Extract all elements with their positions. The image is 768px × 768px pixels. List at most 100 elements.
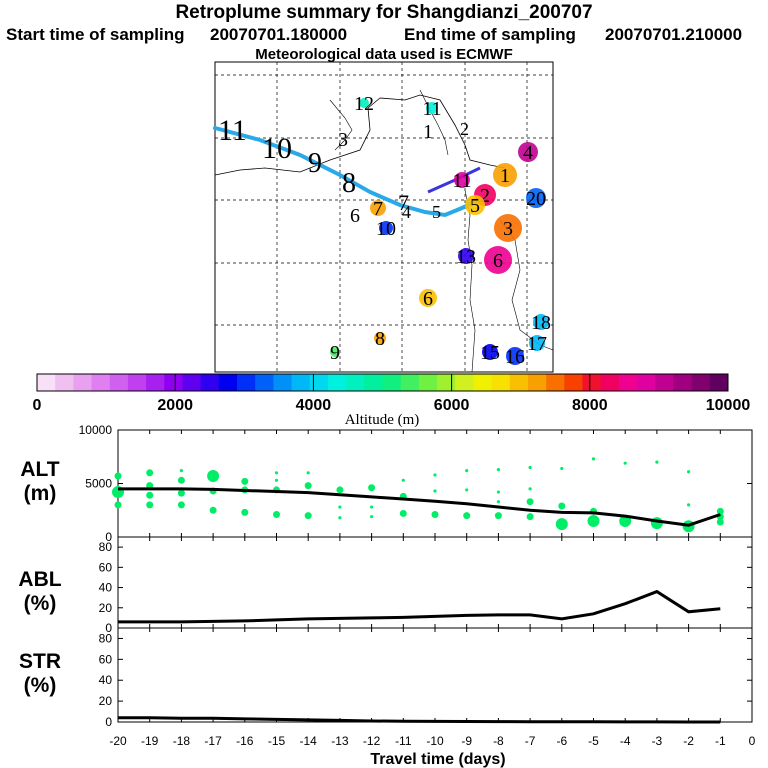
x-tick-label: -2 (683, 734, 694, 748)
colorbar-tick-label: 4000 (296, 397, 332, 414)
colorbar-swatch (327, 374, 347, 391)
plume-cluster-label: 17 (527, 333, 547, 355)
panel-ylabel-unit: (%) (24, 674, 57, 697)
colorbar-swatch (55, 374, 74, 391)
colorbar-swatch (691, 374, 711, 391)
altitude-scatter-point (431, 511, 439, 519)
altitude-scatter-point (114, 472, 122, 480)
plume-cluster-marker (359, 98, 369, 108)
plume-cluster-label: 3 (503, 218, 513, 240)
colorbar-swatch (91, 374, 111, 391)
altitude-scatter-point (687, 503, 691, 507)
y-tick-label: 60 (99, 652, 113, 666)
y-tick-label: 20 (99, 694, 113, 708)
plume-cluster-label: 2 (480, 185, 490, 207)
x-tick-label: -20 (109, 734, 127, 748)
y-tick-label: 40 (99, 673, 113, 687)
x-tick-label: -3 (652, 734, 663, 748)
colorbar-swatch (437, 374, 456, 391)
colorbar-swatch (527, 374, 547, 391)
altitude-scatter-point (560, 466, 564, 471)
plume-cluster-label: 1 (500, 165, 510, 187)
colorbar-swatch (600, 374, 620, 391)
altitude-scatter-point (177, 476, 185, 484)
altitude-scatter-point (587, 514, 600, 527)
colorbar-swatch (400, 374, 420, 391)
plume-cluster-label: 7 (373, 198, 383, 220)
colorbar-swatch (546, 374, 565, 391)
y-tick-label: 0 (105, 621, 112, 635)
altitude-scatter-point (526, 513, 534, 521)
colorbar-swatch (73, 374, 92, 391)
panel-ylabel: ABL (18, 568, 61, 591)
track-day-label: 5 (432, 202, 441, 222)
colorbar-swatch (673, 374, 693, 391)
x-tick-label: -18 (173, 734, 191, 748)
end-time-label: End time of sampling (404, 25, 576, 44)
x-tick-label: -6 (556, 734, 567, 748)
panel-frame-STR (117, 627, 753, 723)
altitude-scatter-point (114, 501, 122, 509)
plume-cluster-marker (484, 246, 512, 274)
colorbar-swatch (455, 374, 474, 391)
altitude-scatter-point (465, 469, 469, 473)
altitude-scatter-point (304, 512, 312, 520)
colorbar-swatch (255, 374, 274, 391)
colorbar-tick-label: 10000 (706, 397, 751, 414)
x-tick-label: -8 (493, 734, 504, 748)
panel-ylabel: ALT (20, 458, 59, 481)
colorbar-swatch (127, 374, 147, 391)
coastline (464, 189, 476, 373)
track-day-label: 6 (350, 205, 360, 227)
colorbar-swatch (564, 374, 583, 391)
track-day-label: 7 (398, 190, 409, 215)
x-tick-label: -10 (426, 734, 444, 748)
plume-cluster-marker (493, 163, 517, 187)
y-tick-label: 40 (99, 581, 113, 595)
altitude-scatter-point (370, 515, 374, 519)
plume-cluster-marker (533, 314, 549, 330)
plume-cluster-label: 10 (376, 218, 396, 240)
plume-cluster-marker (379, 221, 393, 235)
plume-cluster-label: 11 (422, 98, 441, 120)
x-tick-label: 0 (749, 734, 756, 748)
x-tick-label: -17 (204, 734, 222, 748)
altitude-scatter-point (273, 511, 280, 519)
track-day-label: 4 (402, 202, 411, 222)
colorbar-swatch (491, 374, 511, 391)
colorbar-swatch (473, 374, 493, 391)
altitude-scatter-point (623, 461, 627, 465)
y-tick-label: 80 (99, 631, 113, 645)
track-day-label: 8 (342, 168, 356, 199)
colorbar-swatch (218, 374, 238, 391)
altitude-scatter-point (591, 457, 596, 461)
x-tick-label: -4 (620, 734, 631, 748)
altitude-scatter-point (207, 470, 220, 483)
plume-cluster-marker (426, 102, 438, 114)
panel-ylabel-unit: (m) (24, 482, 57, 505)
plume-cluster-label: 5 (470, 195, 480, 217)
x-tick-label: -9 (461, 734, 472, 748)
colorbar-swatch (346, 374, 365, 391)
colorbar-swatch (582, 374, 602, 391)
altitude-scatter-point (399, 509, 407, 517)
altitude-scatter-point (496, 490, 500, 494)
altitude-scatter-point (465, 488, 469, 492)
track-day-label: 11 (218, 114, 247, 147)
x-tick-label: -14 (300, 734, 318, 748)
track-day-label: 9 (308, 148, 322, 179)
altitude-scatter-point (241, 477, 249, 485)
colorbar-swatch (709, 374, 729, 391)
x-tick-label: -7 (525, 734, 536, 748)
altitude-scatter-point (241, 508, 249, 516)
altitude-scatter-point (146, 501, 154, 509)
colorbar-swatch (364, 374, 383, 391)
altitude-scatter-point (433, 489, 437, 493)
plume-cluster-label: 11 (452, 170, 471, 192)
altitude-scatter-point (687, 470, 691, 474)
colorbar-swatch (273, 374, 292, 391)
panel-ylabel-unit: (%) (24, 592, 57, 615)
plume-cluster-label: 12 (354, 93, 374, 115)
plume-cluster-label: 16 (505, 346, 525, 368)
